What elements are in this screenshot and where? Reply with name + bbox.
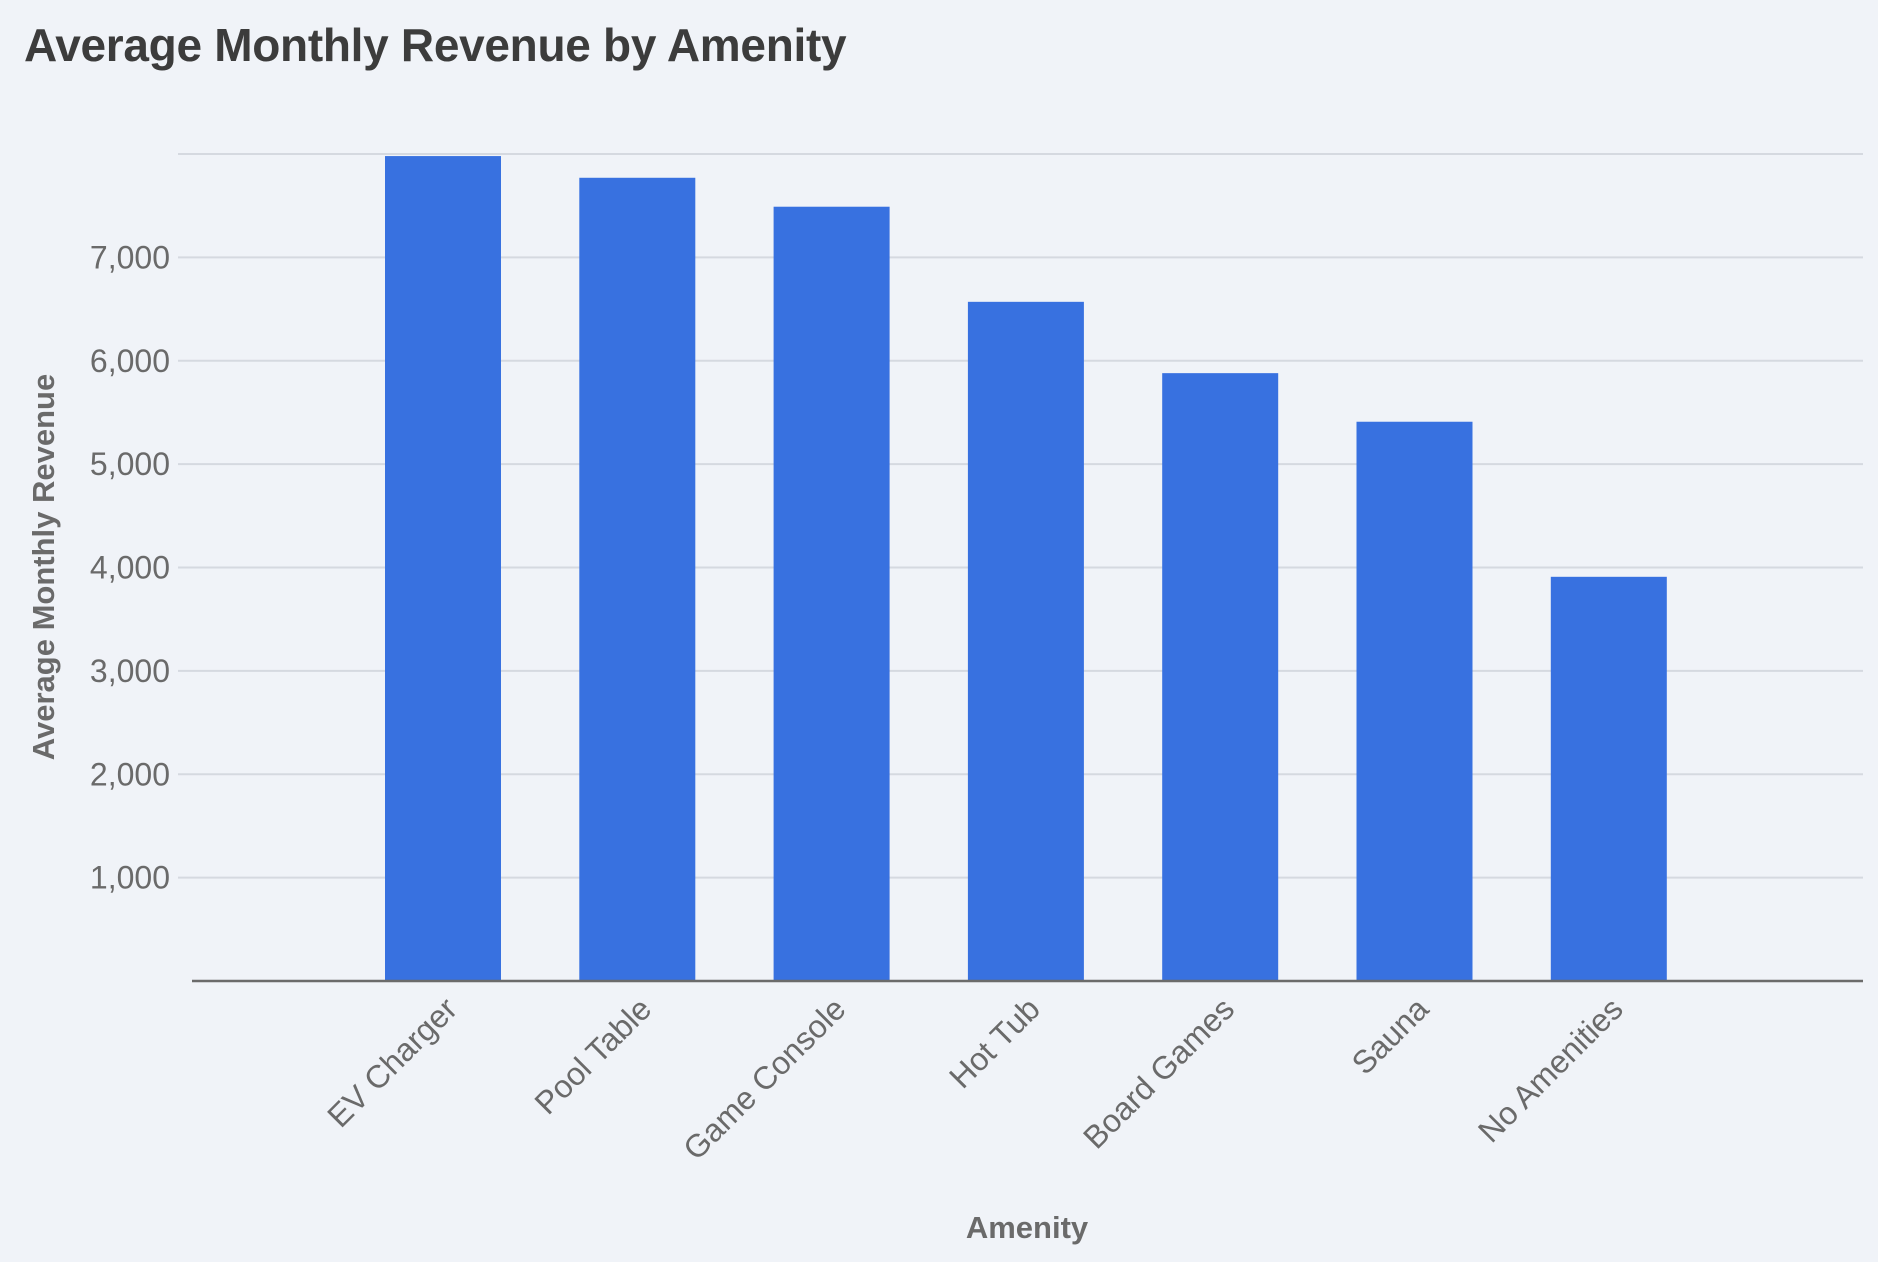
x-tick-label: Board Games: [1076, 990, 1241, 1155]
bars: [385, 156, 1667, 982]
bar-game-console[interactable]: [773, 206, 890, 981]
bar-hot-tub[interactable]: [967, 301, 1084, 981]
x-tick-label: Hot Tub: [942, 990, 1047, 1095]
y-tick-label: 6,000: [90, 343, 170, 379]
y-tick-label: 3,000: [90, 653, 170, 689]
y-tick-label: 7,000: [90, 239, 170, 275]
bar-no-amenities[interactable]: [1550, 576, 1667, 981]
bar-ev-charger[interactable]: [385, 156, 501, 981]
y-tick-label: 1,000: [90, 860, 170, 896]
bar-pool-table[interactable]: [579, 177, 696, 981]
y-tick-label: 2,000: [90, 756, 170, 792]
x-tick-label: EV Charger: [320, 990, 464, 1134]
y-tick-label: 4,000: [90, 550, 170, 586]
x-axis-title: Amenity: [966, 1210, 1089, 1245]
x-tick-label: Sauna: [1345, 990, 1436, 1081]
y-tick-label: 5,000: [90, 446, 170, 482]
x-tick-label: Pool Table: [528, 990, 659, 1121]
y-axis-title: Average Monthly Revenue: [26, 374, 61, 760]
x-tick-label: No Amenities: [1471, 990, 1630, 1149]
x-tick-label: Game Console: [676, 990, 852, 1166]
y-axis-ticks: 1,000 2,000 3,000 4,000 5,000 6,000 7,000: [90, 239, 170, 895]
chart-title: Average Monthly Revenue by Amenity: [24, 19, 847, 71]
bar-board-games[interactable]: [1162, 373, 1279, 981]
bar-sauna[interactable]: [1356, 421, 1473, 982]
x-axis-ticks: EV Charger Pool Table Game Console Hot Tub B…: [320, 990, 1629, 1167]
